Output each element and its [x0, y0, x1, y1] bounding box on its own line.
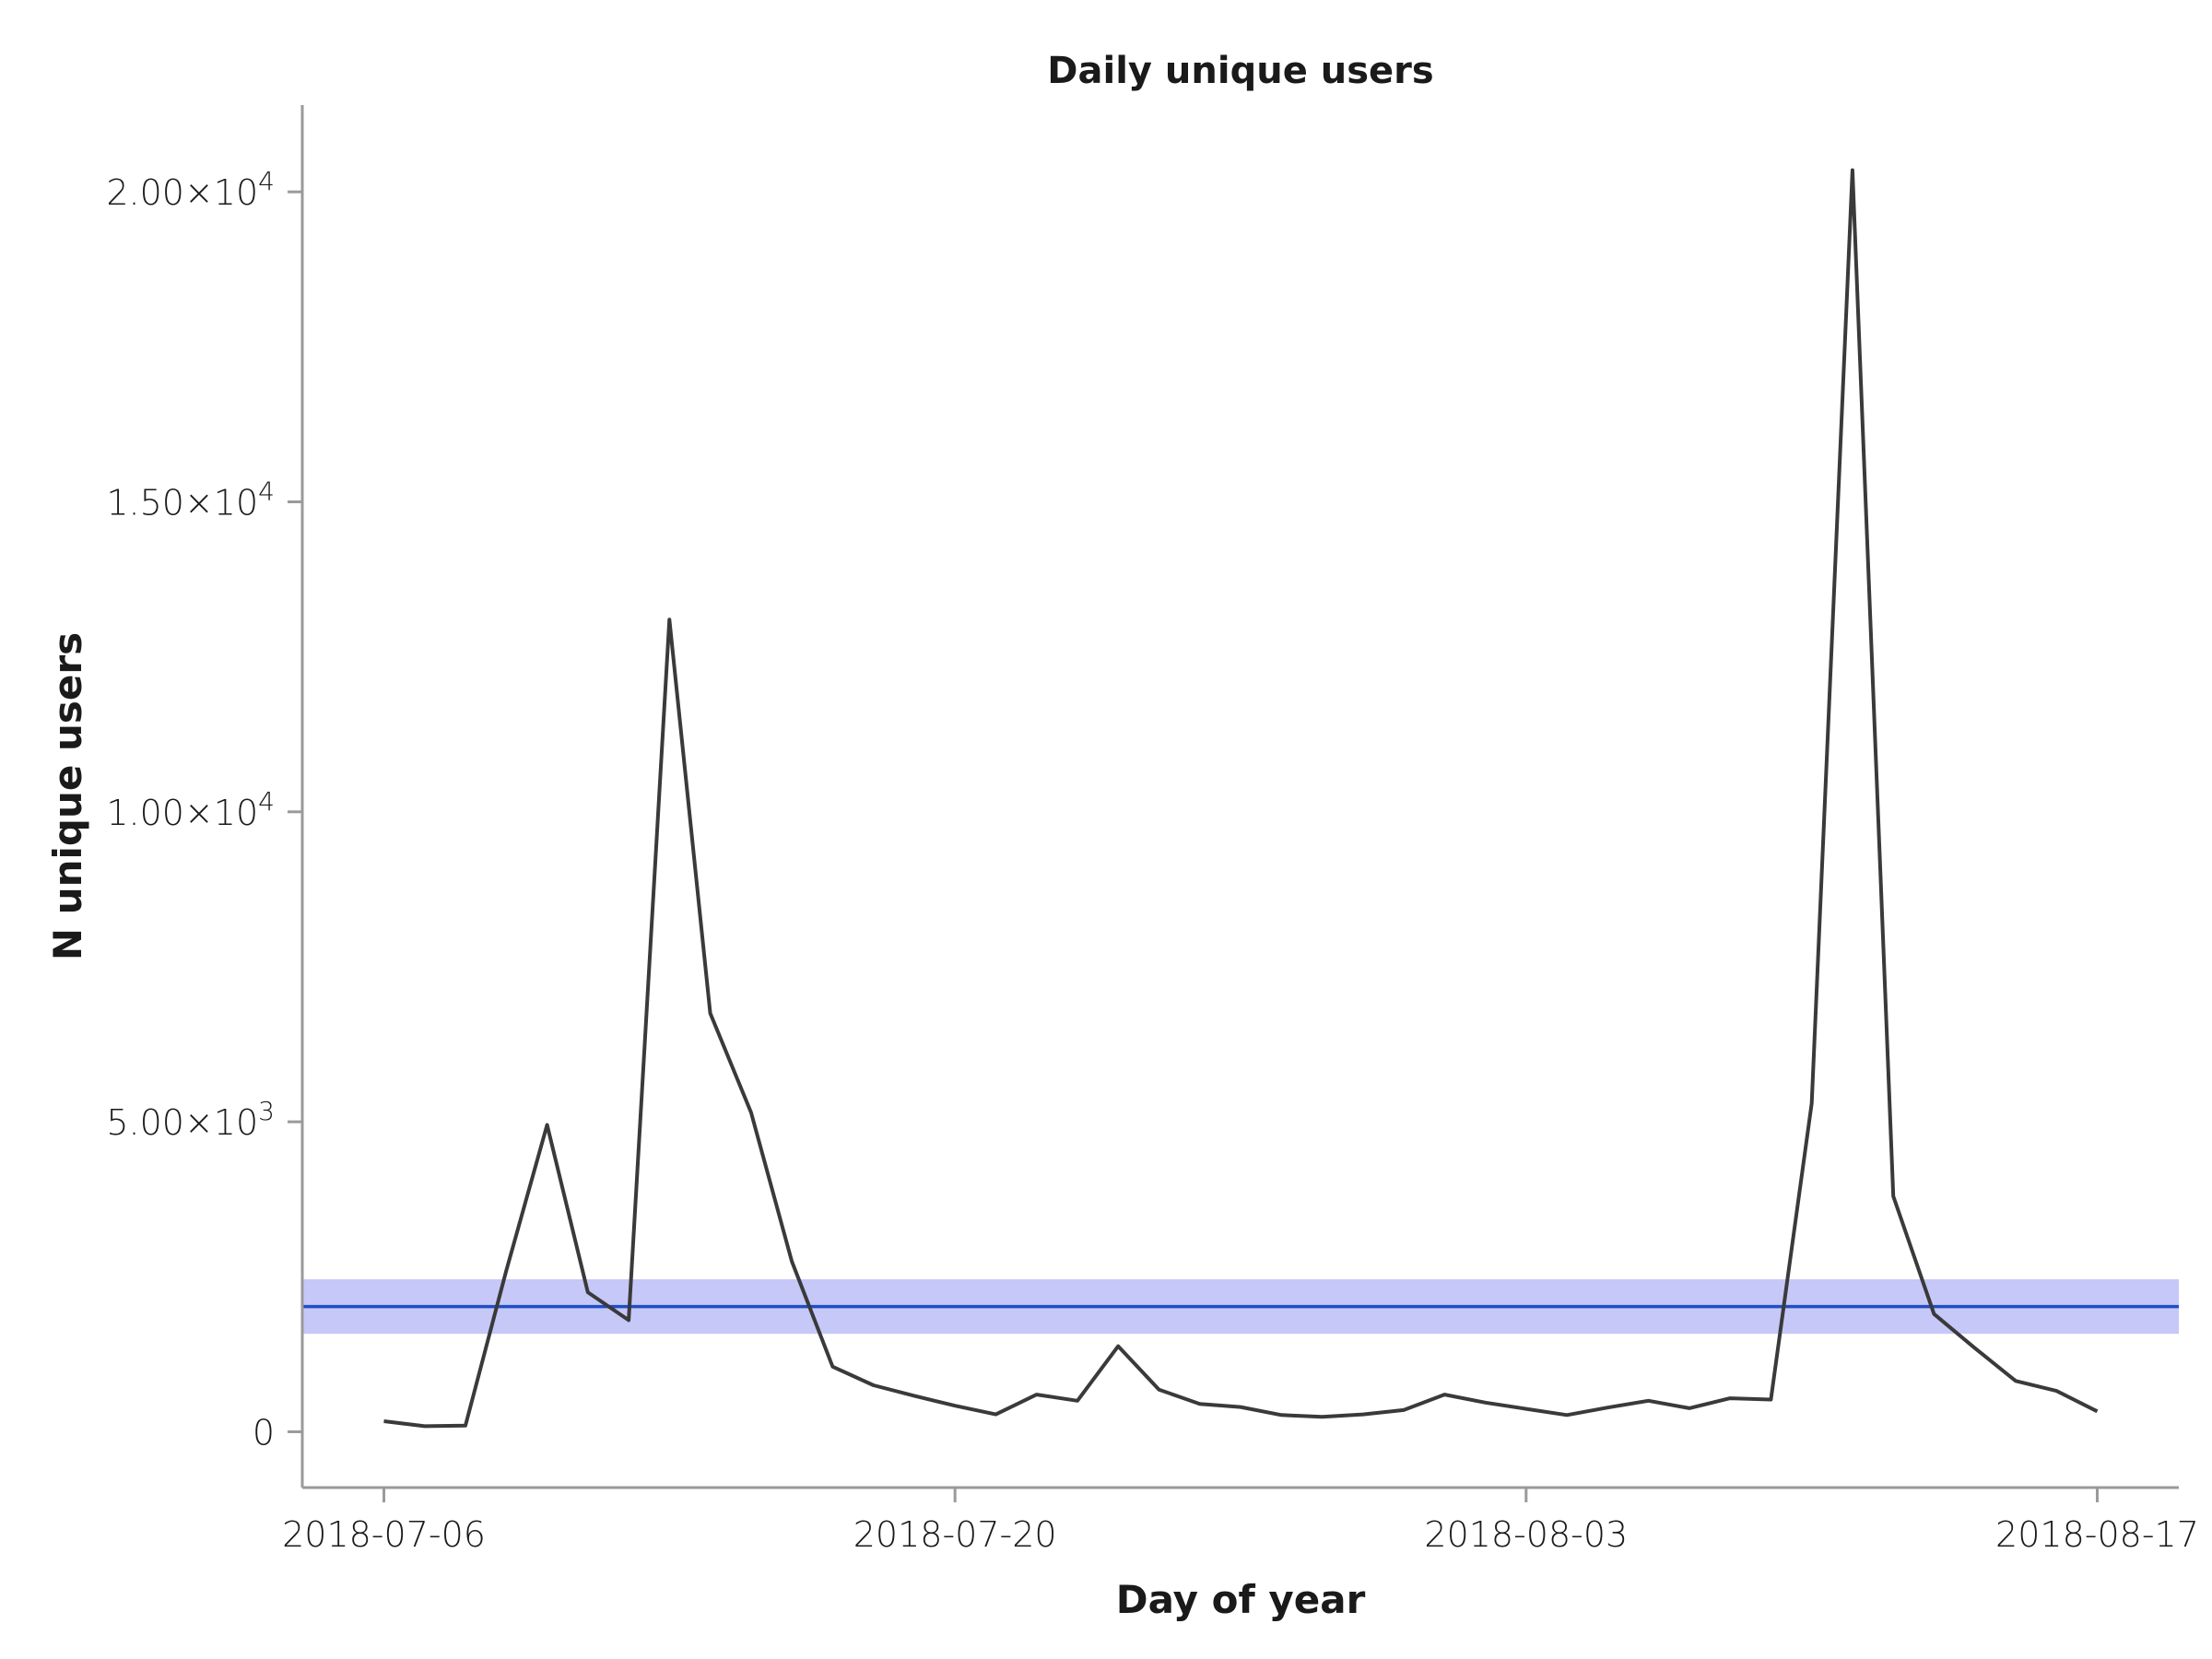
- series-line-0: [383, 168, 2099, 1429]
- y-tick-label: 0: [253, 1412, 275, 1453]
- series-points-0: [383, 170, 2098, 1427]
- series-layer: [383, 168, 2099, 1429]
- x-axis-label: Day of year: [1116, 1577, 1366, 1622]
- x-tick-label: 2018-07-06: [282, 1514, 486, 1555]
- y-tick-label: 1.50×104: [106, 476, 275, 523]
- x-ticks: 2018-07-06 2018-07-20 2018-08-03 2018-08-17: [282, 1488, 2199, 1555]
- confidence-band-layer: [302, 1278, 2179, 1335]
- x-tick-label: 2018-08-17: [1995, 1514, 2199, 1555]
- axes-layer: [300, 105, 2179, 1489]
- chart-title: Daily unique users: [1047, 50, 1433, 92]
- x-tick-label: 2018-07-20: [853, 1514, 1057, 1555]
- x-tick-label: 2018-08-03: [1424, 1514, 1628, 1555]
- y-ticks: 0 5.00×103 1.00×104 1.50×104 2.00×104: [106, 166, 302, 1453]
- y-tick-label: 1.00×104: [106, 786, 275, 833]
- y-tick-label: 5.00×103: [106, 1096, 275, 1143]
- y-tick-label: 2.00×104: [106, 166, 275, 213]
- y-axis-label: N unique users: [45, 632, 90, 960]
